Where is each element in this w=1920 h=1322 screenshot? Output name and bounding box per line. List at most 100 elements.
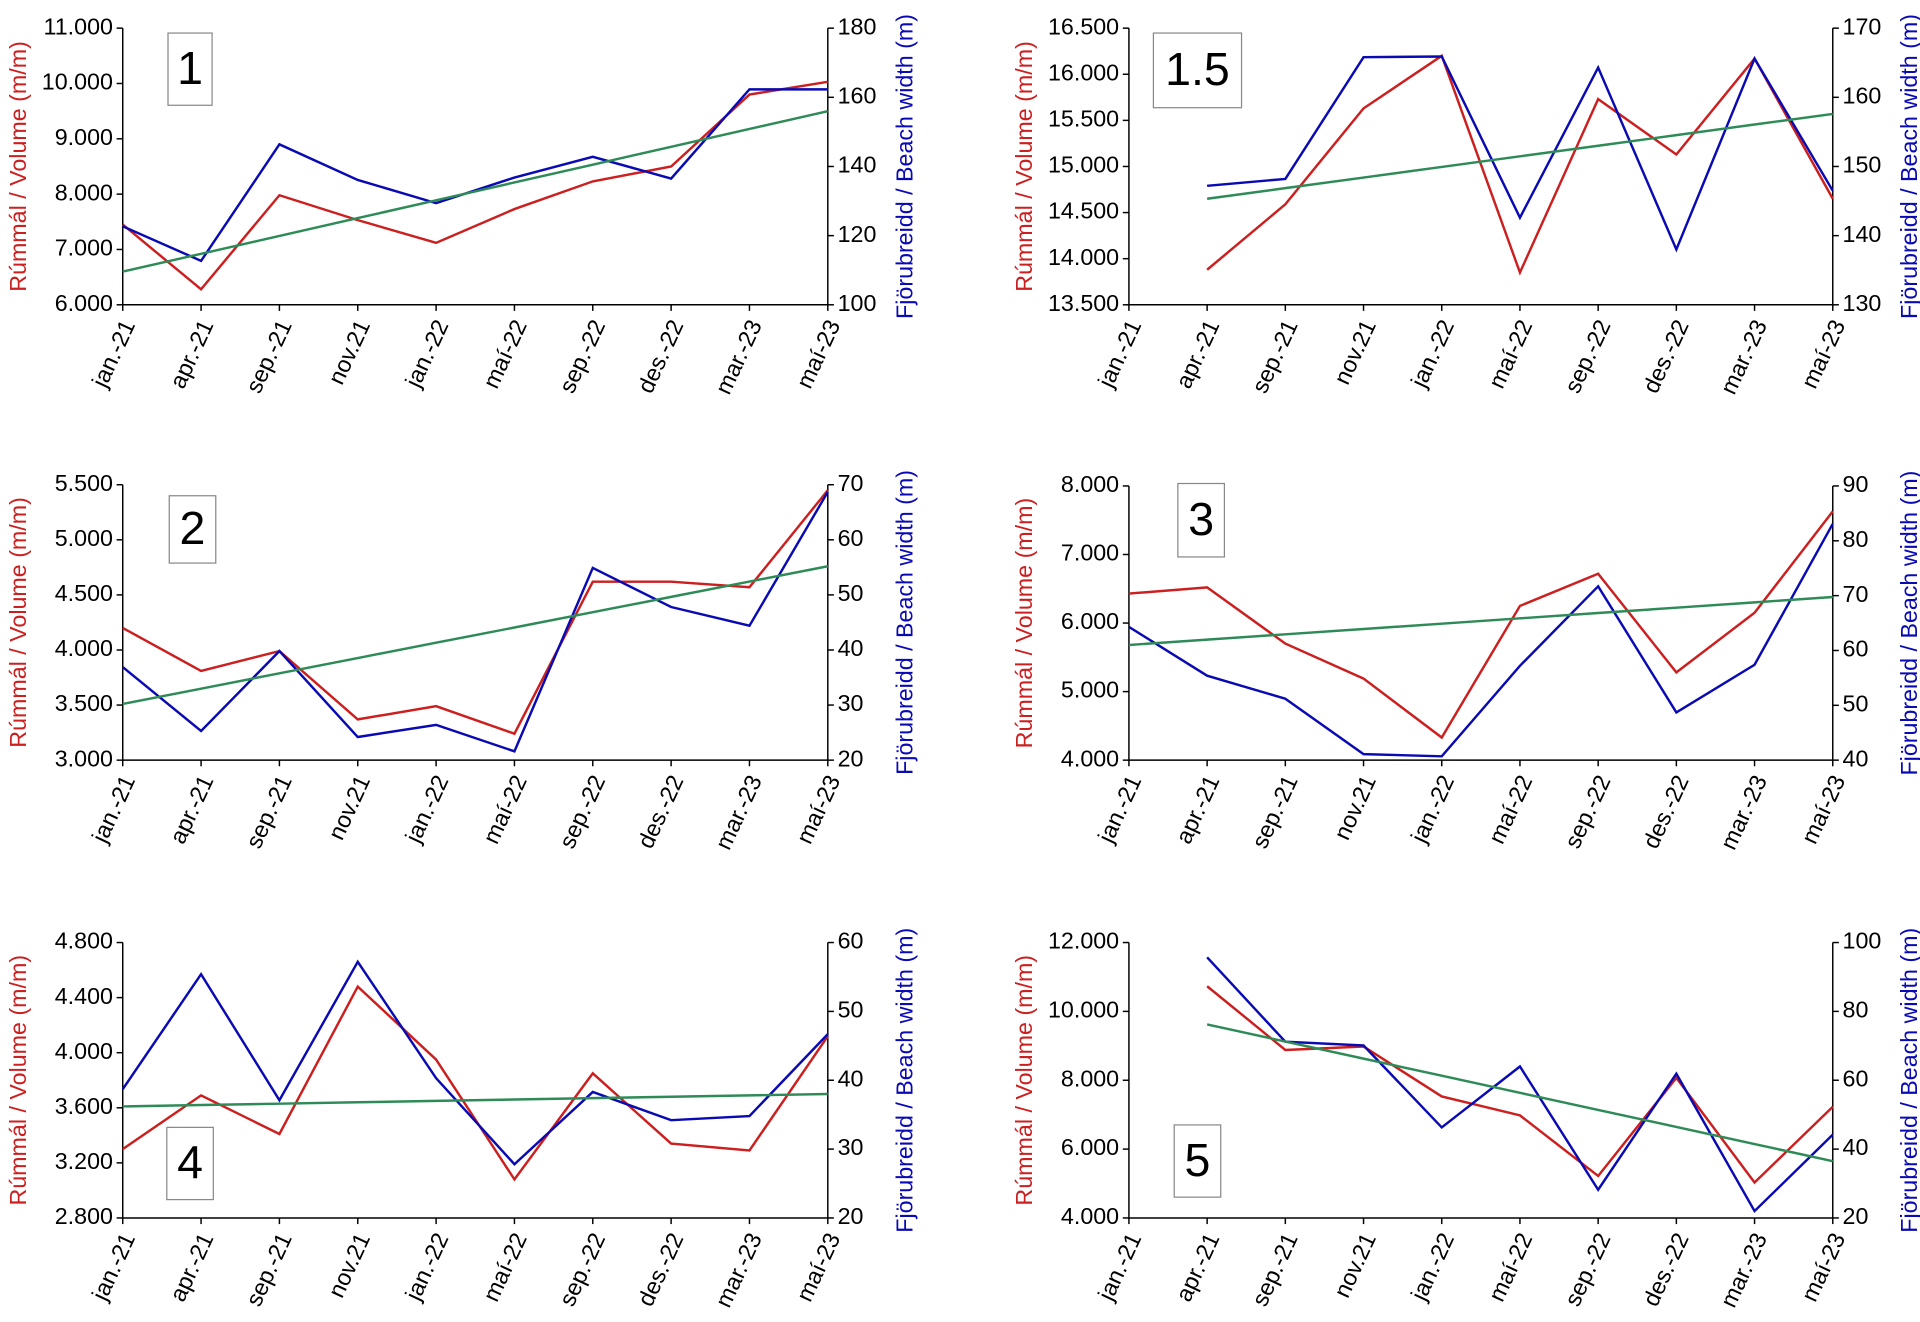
x-tick-label: mar.-23 (1715, 771, 1772, 853)
y-tick-label: 12.000 (1048, 928, 1119, 954)
x-tick-label: sep.-22 (554, 316, 610, 397)
x-tick-label: mar.-23 (710, 771, 767, 853)
y2-tick-label: 100 (838, 290, 877, 316)
y-tick-label: 5.500 (55, 470, 113, 496)
x-tick-label: mar.-23 (1715, 316, 1772, 398)
y-tick-label: 3.000 (55, 745, 113, 771)
x-tick-label: nov.21 (1329, 771, 1381, 844)
y2-tick-label: 30 (838, 1134, 864, 1160)
y2-tick-label: 60 (838, 525, 864, 551)
y2-tick-label: 30 (838, 690, 864, 716)
y2-tick-label: 40 (838, 1065, 864, 1091)
x-tick-label: apr.-21 (164, 316, 218, 393)
y-tick-label: 2.800 (55, 1203, 113, 1229)
x-tick-label: sep.-21 (1246, 1229, 1302, 1310)
x-tick-label: maí-23 (1796, 1229, 1850, 1306)
y-tick-label: 5.000 (1061, 677, 1119, 703)
y2-tick-label: 80 (1843, 997, 1869, 1023)
y-tick-label: 4.000 (55, 635, 113, 661)
x-tick-label: maí-22 (478, 1229, 532, 1306)
x-tick-label: des.-22 (632, 1229, 688, 1310)
x-tick-label: apr.-21 (1170, 1229, 1224, 1306)
y2-tick-label: 130 (1843, 290, 1882, 316)
y-tick-label: 16.000 (1048, 59, 1119, 85)
y2-tick-label: 40 (838, 635, 864, 661)
panel-label-box (167, 32, 213, 106)
x-tick-label: mar.-23 (1715, 1229, 1772, 1311)
x-tick-label: maí-22 (1483, 771, 1537, 848)
y2-tick-label: 50 (838, 580, 864, 606)
y-tick-label: 4.500 (55, 580, 113, 606)
x-tick-label: nov.21 (323, 771, 375, 844)
y-axis-title: Rúmmál / Volume (m/m) (1011, 955, 1037, 1206)
y2-tick-label: 100 (1843, 928, 1882, 954)
x-tick-label: sep.-21 (1246, 771, 1302, 852)
y2-tick-label: 60 (838, 928, 864, 954)
y-tick-label: 4.800 (55, 928, 113, 954)
x-tick-label: sep.-22 (1559, 1229, 1615, 1310)
y2-tick-label: 80 (1843, 526, 1869, 552)
panel-label: 5 (1185, 1134, 1211, 1186)
series-line (1206, 985, 1834, 1185)
series-line (122, 489, 829, 736)
y-tick-label: 10.000 (42, 69, 113, 95)
x-tick-label: jan.-21 (1092, 771, 1146, 847)
x-tick-label: nov.21 (1329, 316, 1381, 389)
panel-label-box (166, 1126, 214, 1201)
y-tick-label: 3.600 (55, 1093, 113, 1119)
y2-axis-title: Fjörubreidd / Beach width (m) (1896, 471, 1920, 776)
x-tick-label: maí-23 (1796, 771, 1850, 848)
series-line (1128, 523, 1834, 758)
y-tick-label: 8.000 (1061, 471, 1119, 497)
x-tick-label: des.-22 (1637, 316, 1693, 397)
series-line (1206, 112, 1833, 200)
y2-tick-label: 140 (1843, 221, 1882, 247)
y-tick-label: 15.000 (1048, 152, 1119, 178)
y-tick-label: 6.000 (1061, 1134, 1119, 1160)
x-tick-label: jan.-22 (400, 1229, 454, 1305)
x-tick-label: jan.-21 (1092, 1229, 1146, 1305)
panel-label-box (1177, 482, 1226, 558)
series-line (1207, 55, 1834, 253)
series-line (1206, 956, 1834, 1214)
series-line (122, 984, 829, 1182)
y-tick-label: 4.000 (1061, 745, 1119, 771)
x-tick-label: des.-22 (1637, 771, 1693, 852)
y-tick-label: 4.000 (1061, 1203, 1119, 1229)
y2-tick-label: 40 (1843, 1134, 1869, 1160)
x-tick-label: maí-23 (791, 771, 845, 848)
y-tick-label: 6.000 (55, 290, 113, 316)
y-tick-label: 5.000 (55, 525, 113, 551)
x-tick-label: apr.-21 (164, 1229, 218, 1306)
y2-tick-label: 170 (1843, 13, 1882, 39)
x-tick-label: maí-22 (1483, 316, 1537, 393)
panel-label-box (1152, 32, 1243, 109)
x-tick-label: jan.-21 (86, 771, 140, 847)
panel-label: 1 (177, 42, 203, 94)
panel-label-box (1173, 1124, 1222, 1198)
y2-axis-title: Fjörubreidd / Beach width (m) (891, 470, 917, 775)
x-tick-label: nov.21 (323, 316, 375, 389)
panel-label: 3 (1188, 493, 1214, 545)
x-tick-label: sep.-22 (554, 1229, 610, 1310)
x-tick-label: jan.-21 (86, 1229, 140, 1305)
x-tick-label: jan.-22 (400, 771, 454, 847)
series-line (1128, 510, 1834, 740)
y2-tick-label: 70 (838, 470, 864, 496)
y-tick-label: 7.000 (55, 235, 113, 261)
y-axis-title: Rúmmál / Volume (m/m) (5, 41, 31, 292)
y2-axis-title: Fjörubreidd / Beach width (m) (891, 14, 917, 319)
y-tick-label: 8.000 (55, 179, 113, 205)
x-tick-label: jan.-22 (1405, 1229, 1459, 1305)
panel-label-box (168, 495, 217, 564)
x-tick-label: maí-23 (1796, 316, 1850, 393)
y-tick-label: 15.500 (1048, 106, 1119, 132)
y2-axis-title: Fjörubreidd / Beach width (m) (1896, 14, 1920, 319)
y2-tick-label: 150 (1843, 152, 1882, 178)
y2-tick-label: 160 (1843, 82, 1882, 108)
y2-tick-label: 60 (1843, 636, 1869, 662)
series-line (1206, 1023, 1834, 1163)
y2-tick-label: 90 (1843, 471, 1869, 497)
y-tick-label: 6.000 (1061, 608, 1119, 634)
